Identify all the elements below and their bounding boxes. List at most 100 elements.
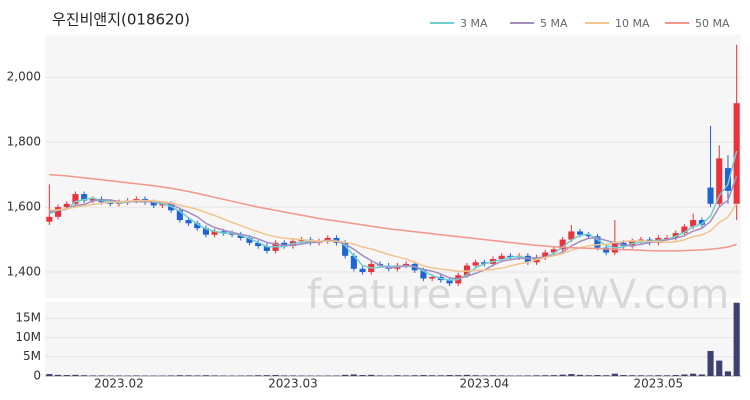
legend-label: 50 MA xyxy=(695,17,730,30)
volume-bar xyxy=(376,375,383,376)
candle-body xyxy=(664,237,671,239)
volume-bar xyxy=(55,374,62,376)
x-tick-label: 2023.02 xyxy=(94,377,144,391)
legend-label: 5 MA xyxy=(540,17,568,30)
volume-bar xyxy=(168,375,175,376)
volume-bar xyxy=(385,375,392,376)
volume-bar xyxy=(194,375,201,376)
candle-body xyxy=(194,223,201,229)
volume-bar xyxy=(446,375,453,376)
volume-bar xyxy=(98,375,105,376)
candle-body xyxy=(420,270,427,279)
volume-bar xyxy=(411,375,418,376)
candle-body xyxy=(89,198,96,201)
candle-body xyxy=(472,262,479,266)
y-tick-label: 10M xyxy=(15,330,41,344)
volume-bar xyxy=(289,375,296,376)
candle-body xyxy=(185,220,192,224)
volume-bar xyxy=(63,375,70,376)
candle-body xyxy=(202,228,209,235)
volume-bar xyxy=(629,375,636,376)
candle-body xyxy=(246,237,253,243)
volume-bar xyxy=(472,375,479,376)
candle-body xyxy=(159,203,166,206)
candle-body xyxy=(72,194,79,204)
volume-bar xyxy=(542,375,549,376)
candle-body xyxy=(220,231,227,234)
volume-bar xyxy=(403,375,410,376)
candle-body xyxy=(55,207,62,217)
candle-body xyxy=(681,226,688,234)
volume-bar xyxy=(272,375,279,376)
volume-bar xyxy=(429,375,436,376)
candle-body xyxy=(603,247,610,253)
candle-body xyxy=(577,231,584,235)
volume-bar xyxy=(490,375,497,376)
volume-bar xyxy=(698,374,705,376)
volume-bar xyxy=(716,360,723,376)
candle-body xyxy=(342,242,349,256)
volume-bar xyxy=(211,375,218,376)
ma-line xyxy=(49,173,737,252)
volume-bar xyxy=(237,375,244,376)
candle-body xyxy=(133,198,140,201)
candle-body xyxy=(672,233,679,238)
volume-bar xyxy=(690,373,697,376)
volume-panel xyxy=(45,302,741,376)
volume-bar xyxy=(202,375,209,376)
price-panel xyxy=(45,35,741,298)
volume-bar xyxy=(672,375,679,376)
volume-bar xyxy=(89,375,96,376)
candle-body xyxy=(507,255,514,258)
volume-bar xyxy=(333,375,340,376)
x-tick-label: 2023.03 xyxy=(268,377,318,391)
candle-body xyxy=(690,220,697,227)
candle-body xyxy=(211,231,218,235)
volume-bar xyxy=(81,375,88,376)
volume-bar xyxy=(637,375,644,376)
candle-body xyxy=(350,255,357,269)
candle-body xyxy=(63,203,70,208)
volume-bar xyxy=(281,375,288,376)
candle-body xyxy=(255,242,262,247)
y-tick-label: 15M xyxy=(15,311,41,325)
candle-body xyxy=(542,252,549,258)
candle-body xyxy=(324,237,331,242)
volume-bar xyxy=(133,375,140,376)
volume-bar xyxy=(550,375,557,376)
volume-bar xyxy=(681,374,688,376)
volume-bar xyxy=(255,375,262,376)
y-tick-label: 1,800 xyxy=(7,135,41,149)
volume-bar xyxy=(559,374,566,376)
y-tick-label: 2,000 xyxy=(7,70,41,84)
ma-line xyxy=(49,199,738,272)
volume-bar xyxy=(568,374,575,376)
candle-body xyxy=(281,242,288,247)
volume-bar xyxy=(420,375,427,376)
volume-bar xyxy=(646,375,653,376)
volume-bar xyxy=(176,375,183,376)
volume-bar xyxy=(577,374,584,376)
candle-body xyxy=(550,249,557,253)
volume-bar xyxy=(46,374,53,376)
volume-bar xyxy=(594,375,601,376)
volume-bar xyxy=(620,375,627,376)
candle-body xyxy=(429,276,436,279)
y-tick-label: 1,400 xyxy=(7,265,41,279)
volume-bar xyxy=(115,375,122,376)
candle-body xyxy=(46,216,53,222)
candle-body xyxy=(107,202,114,204)
volume-bar xyxy=(655,375,662,376)
volume-bar xyxy=(342,374,349,376)
volume-bar xyxy=(185,375,192,376)
candle-body xyxy=(716,158,723,204)
volume-bar xyxy=(533,375,540,376)
volume-bar xyxy=(368,374,375,376)
candle-body xyxy=(403,263,410,266)
volume-bar xyxy=(394,375,401,376)
volume-bar xyxy=(455,375,462,376)
candle-body xyxy=(498,255,505,260)
volume-bar xyxy=(72,374,79,376)
volume-bar xyxy=(437,375,444,376)
